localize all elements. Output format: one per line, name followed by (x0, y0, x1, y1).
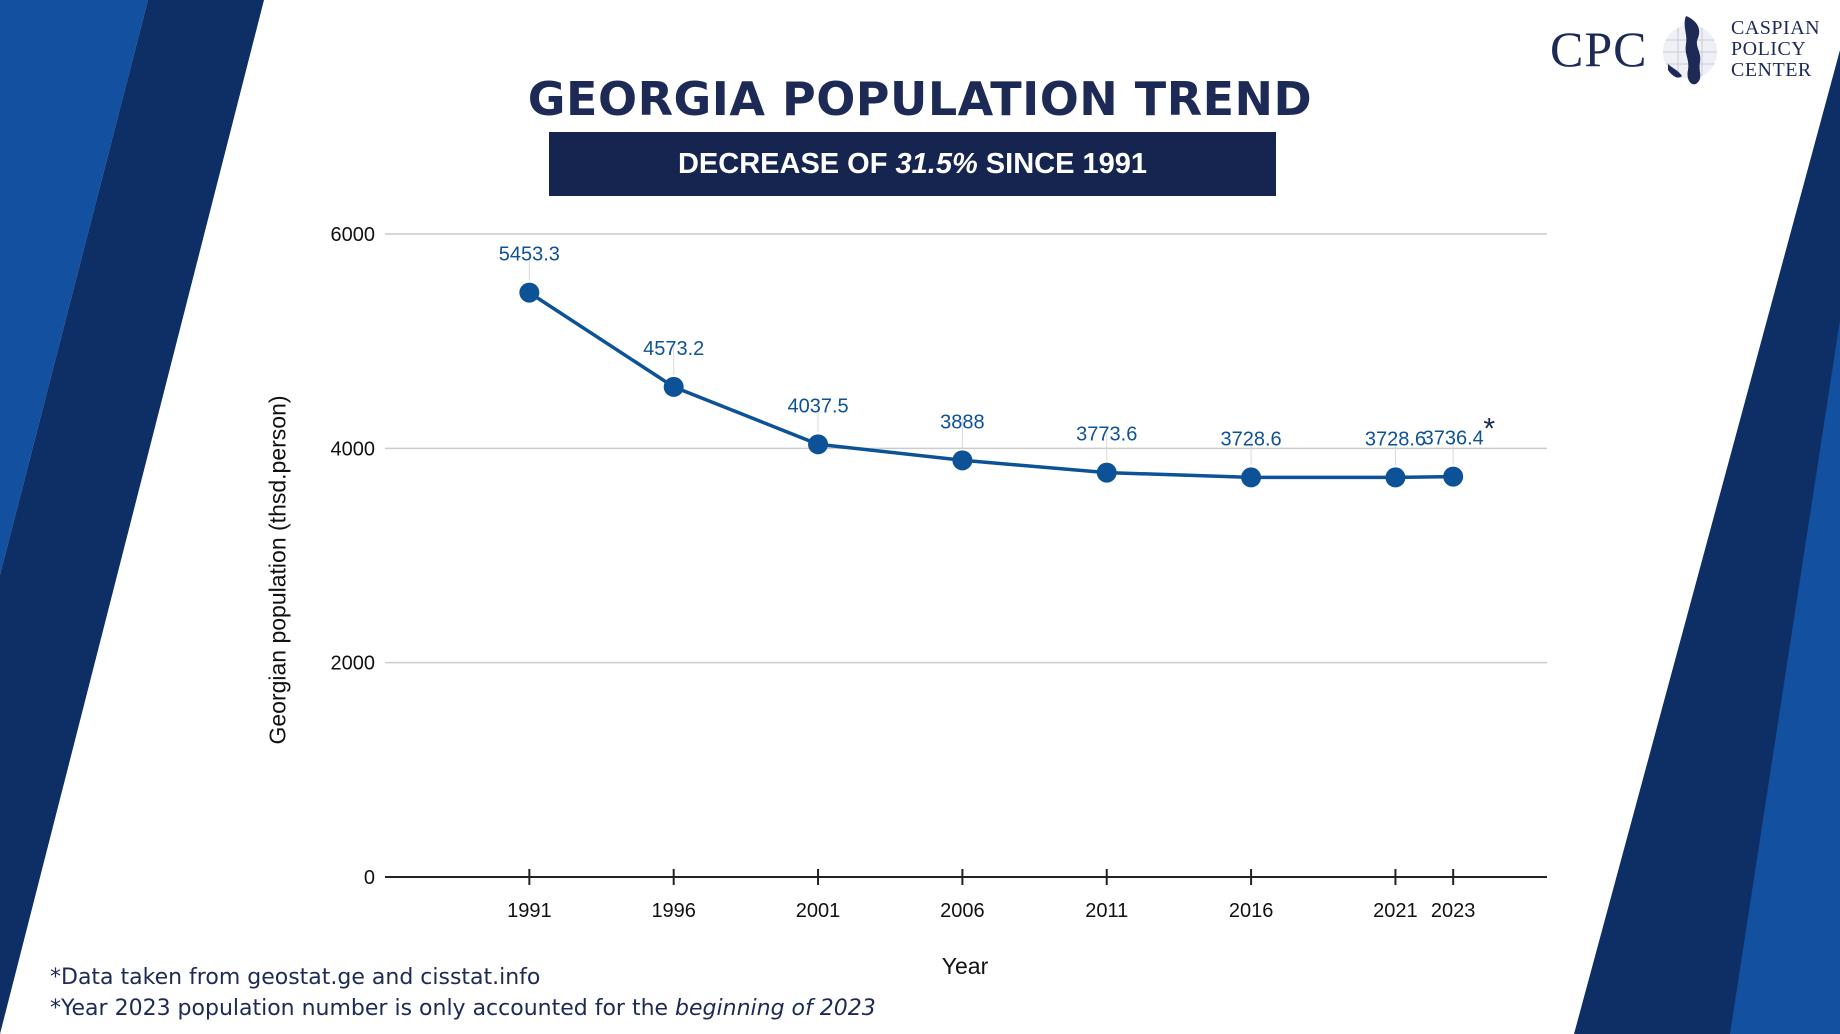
cpc-logo: CPC CASPIAN POLICY CENTER (1550, 12, 1830, 88)
data-point (952, 450, 973, 471)
y-tick-label: 4000 (331, 438, 376, 460)
footnotes: *Data taken from geostat.ge and cisstat.… (50, 962, 876, 1024)
banner-prefix: DECREASE OF (677, 147, 896, 180)
data-point (1096, 462, 1117, 483)
data-label: 3736.4 (1423, 428, 1484, 450)
x-tick-label: 1991 (507, 900, 552, 922)
right-stripe-blue (1730, 320, 1840, 1034)
data-label: 4037.5 (787, 395, 848, 417)
data-label: 3728.6 (1365, 428, 1426, 450)
footnote-2023-text: *Year 2023 population number is only acc… (50, 996, 676, 1021)
data-label: 3773.6 (1076, 424, 1137, 446)
series-line (528, 291, 1454, 480)
banner-percent: 31.5% (895, 147, 978, 180)
left-stripe-navy (0, 0, 264, 1034)
decrease-banner: DECREASE OF 31.5% SINCE 1991 (549, 132, 1276, 196)
data-label: 5453.3 (499, 244, 560, 266)
x-tick-label: 2023 (1431, 900, 1476, 922)
footnote-2023-italic: beginning of 2023 (675, 996, 876, 1021)
logo-line-policy: POLICY (1731, 38, 1807, 60)
data-label: 4573.2 (643, 338, 704, 360)
data-point (1385, 467, 1406, 488)
data-point (519, 282, 540, 303)
x-axis-label: Year (941, 953, 989, 979)
globe-icon (1663, 16, 1717, 85)
x-tick-label: 2011 (1085, 900, 1128, 922)
data-point (1241, 467, 1262, 488)
data-point (663, 376, 684, 397)
data-point (808, 434, 829, 455)
footnote-source: *Data taken from geostat.ge and cisstat.… (50, 965, 541, 990)
logo-line-caspian: CASPIAN (1731, 17, 1821, 39)
y-tick-label: 2000 (331, 653, 376, 675)
data-label: 3728.6 (1221, 428, 1282, 450)
banner-suffix: SINCE 1991 (977, 147, 1148, 180)
annotation-asterisk: * (1483, 413, 1495, 446)
data-point (1443, 466, 1464, 487)
page-title: GEORGIA POPULATION TREND (527, 72, 1313, 126)
x-tick-label: 2006 (940, 900, 985, 922)
logo-line-center: CENTER (1731, 59, 1812, 81)
y-tick-label: 6000 (331, 224, 376, 246)
y-tick-label: 0 (364, 867, 375, 889)
data-label: 3888 (940, 411, 985, 433)
logo-abbr: CPC (1550, 21, 1648, 77)
x-tick-label: 2001 (796, 900, 841, 922)
footnote-2023: *Year 2023 population number is only acc… (50, 993, 876, 1024)
x-tick-label: 2016 (1229, 900, 1274, 922)
y-axis-label: Georgian population (thsd.person) (264, 395, 291, 745)
x-tick-label: 1996 (651, 900, 696, 922)
x-tick-label: 2021 (1373, 900, 1418, 922)
